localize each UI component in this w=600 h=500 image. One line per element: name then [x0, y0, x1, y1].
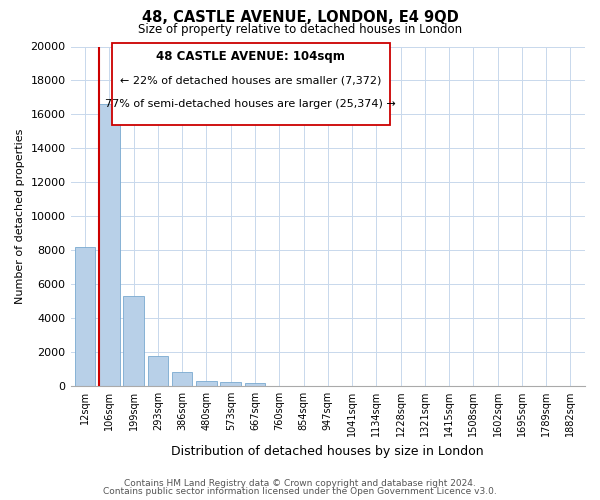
Text: 48 CASTLE AVENUE: 104sqm: 48 CASTLE AVENUE: 104sqm [156, 50, 345, 63]
Bar [75, 246, 95, 386]
Text: ← 22% of detached houses are smaller (7,372): ← 22% of detached houses are smaller (7,… [120, 76, 381, 86]
Bar [99, 104, 119, 386]
Bar [196, 381, 217, 386]
Text: 48, CASTLE AVENUE, LONDON, E4 9QD: 48, CASTLE AVENUE, LONDON, E4 9QD [142, 10, 458, 25]
Bar [172, 372, 193, 386]
Text: 77% of semi-detached houses are larger (25,374) →: 77% of semi-detached houses are larger (… [105, 99, 396, 109]
Bar [220, 382, 241, 386]
Bar [148, 356, 168, 386]
Text: Contains HM Land Registry data © Crown copyright and database right 2024.: Contains HM Land Registry data © Crown c… [124, 478, 476, 488]
X-axis label: Distribution of detached houses by size in London: Distribution of detached houses by size … [172, 444, 484, 458]
Bar [245, 384, 265, 386]
Y-axis label: Number of detached properties: Number of detached properties [15, 128, 25, 304]
Text: Contains public sector information licensed under the Open Government Licence v3: Contains public sector information licen… [103, 487, 497, 496]
Bar [124, 296, 144, 386]
Text: Size of property relative to detached houses in London: Size of property relative to detached ho… [138, 22, 462, 36]
FancyBboxPatch shape [112, 43, 389, 124]
